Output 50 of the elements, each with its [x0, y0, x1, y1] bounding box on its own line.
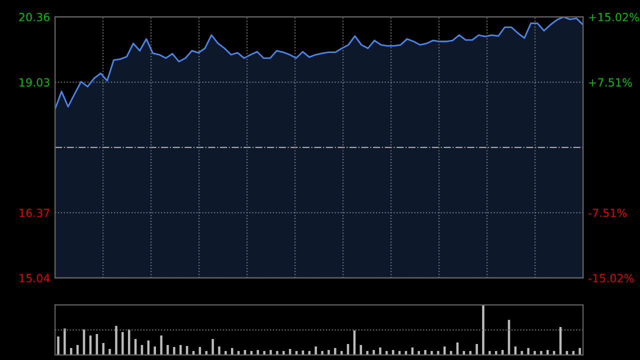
bar: [386, 350, 388, 355]
bar: [122, 332, 124, 355]
y-tick-label: 20.36: [19, 12, 50, 22]
y2-tick-label: +7.51%: [589, 78, 632, 87]
bar: [366, 350, 368, 355]
bar: [70, 348, 72, 355]
bar: [379, 347, 382, 355]
bar: [437, 350, 440, 355]
bar: [224, 350, 227, 355]
y-tick-label: 15.04: [20, 274, 50, 282]
y-tick-label: 19.03: [20, 78, 50, 87]
bar: [160, 335, 162, 355]
bar: [276, 350, 278, 355]
bar: [205, 350, 208, 355]
bar: [218, 346, 220, 355]
bar: [282, 350, 285, 355]
bar: [102, 342, 104, 355]
bar: [115, 326, 118, 355]
bar: [418, 350, 420, 355]
y2-tick-label: -15.02%: [588, 274, 634, 282]
bar: [166, 344, 169, 355]
bar: [328, 350, 330, 355]
bar: [578, 348, 581, 355]
bar: [534, 350, 536, 355]
bar: [314, 346, 317, 355]
y-tick-label: 16.37: [20, 208, 50, 218]
bar: [64, 328, 66, 355]
bar: [270, 350, 272, 355]
bar: [108, 348, 111, 355]
bar: [256, 350, 259, 355]
bar: [540, 350, 542, 355]
y2-tick-label: +15.02%: [589, 12, 639, 22]
bar: [334, 348, 336, 355]
bar: [154, 346, 156, 355]
bar: [482, 304, 484, 355]
bar: [424, 350, 426, 355]
bar: [488, 350, 491, 355]
bar: [546, 350, 549, 355]
y2-tick-label: -7.51%: [588, 208, 627, 218]
bar: [527, 348, 530, 355]
bar: [212, 338, 214, 355]
bar: [520, 350, 523, 355]
bar: [476, 344, 478, 355]
bar: [173, 346, 176, 355]
bar: [57, 336, 60, 355]
bar: [263, 350, 266, 355]
bar: [430, 350, 433, 355]
bar: [321, 350, 324, 355]
bar: [372, 350, 375, 355]
bar: [469, 350, 472, 355]
